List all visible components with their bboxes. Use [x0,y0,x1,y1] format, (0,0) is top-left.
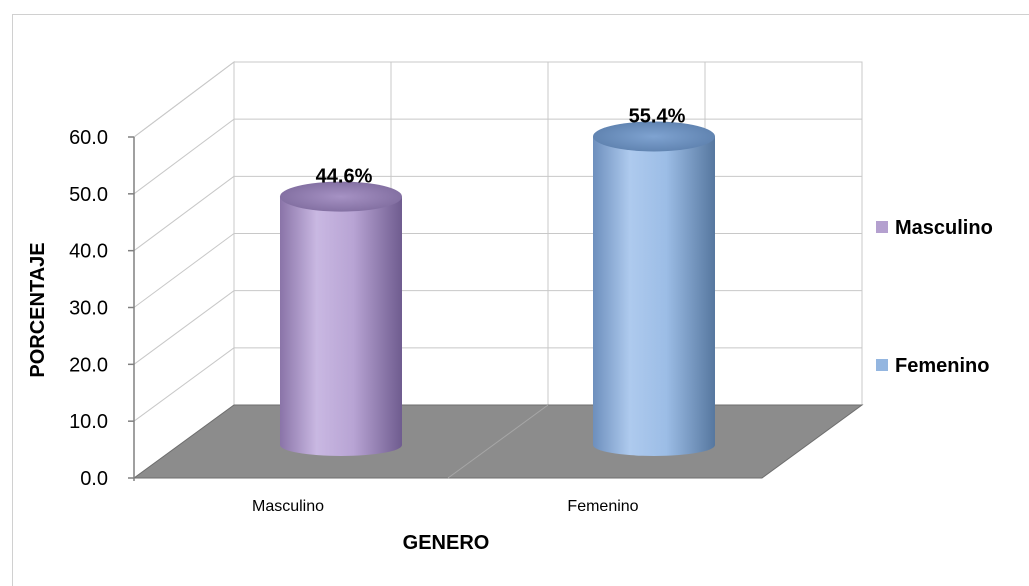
gridline-side [133,118,235,195]
bars: 44.6% 55.4% [280,105,715,456]
bar-femenino: 55.4% [593,105,715,456]
bar-top [280,181,402,212]
y-tick-label: 0.0 [80,468,108,490]
y-tick-label: 20.0 [69,354,108,376]
x-tick-label: Femenino [567,498,638,515]
legend-label: Femenino [895,355,989,377]
legend: Masculino Femenino [876,217,993,377]
gridline-side [133,61,235,138]
chart-frame [12,14,1029,586]
y-tick-label: 50.0 [69,184,108,206]
legend-item: Masculino [876,217,993,239]
bar-body [593,136,715,456]
y-tick-label: 40.0 [69,241,108,263]
data-label: 44.6% [316,166,373,188]
y-tick-label: 10.0 [69,411,108,433]
bar-top [593,121,715,152]
legend-swatch [876,359,888,371]
legend-label: Masculino [895,217,993,239]
data-label: 55.4% [629,105,686,127]
y-tick-label: 60.0 [69,127,108,149]
gridline-side [133,175,235,252]
bar-body [280,196,402,456]
x-tick-label: Masculino [252,498,324,515]
x-tick-labels: Masculino Femenino [252,498,639,515]
legend-item: Femenino [876,355,989,377]
y-axis-title: PORCENTAJE [27,242,49,377]
legend-swatch [876,221,888,233]
gridlines [133,61,862,422]
gridline-side [133,233,235,308]
x-axis-title: GENERO [403,532,490,554]
y-tick-label: 30.0 [69,298,108,320]
gridline-side [133,347,235,422]
floor-divider [447,404,549,479]
gridline-side [133,290,235,365]
y-tick-labels: 0.0 10.0 20.0 30.0 40.0 50.0 60.0 [69,127,134,490]
bar-masculino: 44.6% [280,166,402,456]
